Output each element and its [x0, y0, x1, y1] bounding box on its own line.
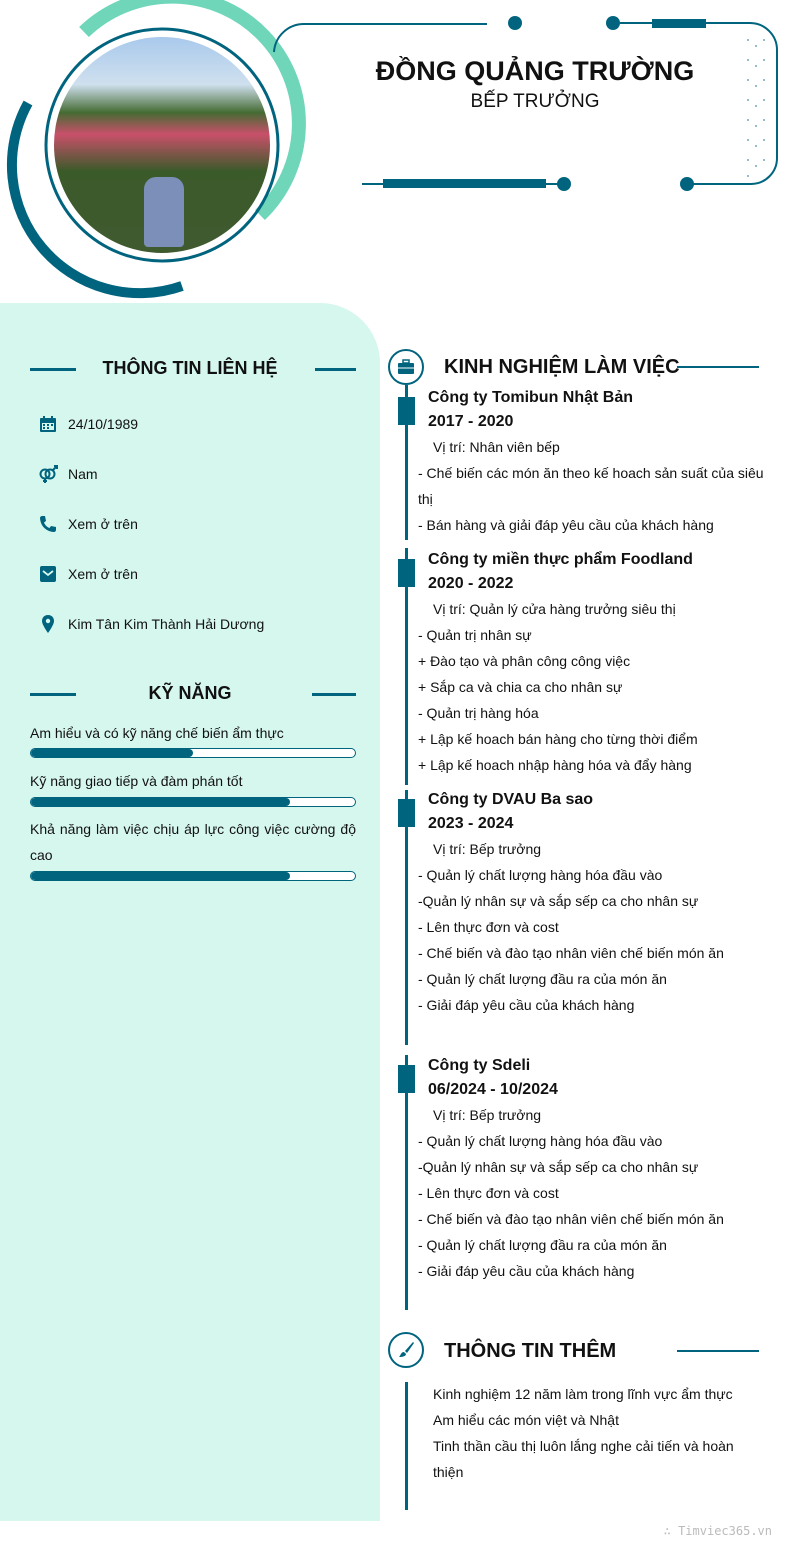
gender-icon: [39, 465, 58, 483]
phone-icon: [40, 516, 56, 532]
job-duty: - Lên thực đơn và cost: [418, 1185, 559, 1201]
job-duty: - Quản trị hàng hóa: [418, 705, 539, 721]
job-duty: -Quản lý nhân sự và sắp sếp ca cho nhân …: [418, 1159, 699, 1175]
experience-heading: KINH NGHIỆM LÀM VIỆC: [444, 356, 680, 378]
job-position: Vị trí: Quản lý cửa hàng trưởng siêu thị: [433, 601, 676, 617]
email-icon: [40, 566, 56, 582]
company-name: Công ty DVAU Ba sao: [428, 791, 594, 808]
job-period: 2017 - 2020: [428, 413, 514, 430]
job-duty: - Quản lý chất lượng hàng hóa đầu vào: [418, 1133, 663, 1149]
skills-heading: KỸ NĂNG: [148, 683, 232, 703]
company-name: Công ty Tomibun Nhật Bản: [428, 389, 634, 406]
company-name: Công ty Sdeli: [428, 1057, 531, 1074]
avatar: [54, 37, 270, 253]
brush-icon: [388, 1332, 424, 1368]
job-duty: - Giải đáp yêu cầu của khách hàng: [418, 1263, 635, 1279]
calendar-icon: [40, 416, 56, 432]
contact-birthday: 24/10/1989: [38, 414, 138, 434]
contact-phone: Xem ở trên: [38, 514, 138, 534]
job-duty: + Lập kế hoach nhập hàng hóa và đẩy hàng: [418, 757, 692, 773]
skill-bar: [30, 797, 356, 807]
extra-heading: THÔNG TIN THÊM: [444, 1340, 617, 1362]
header-decoration: [6, 0, 778, 299]
job-duty: - Quản lý chất lượng hàng hóa đầu vào: [418, 867, 663, 883]
briefcase-icon: [388, 349, 424, 385]
location-icon: [42, 615, 54, 633]
skill-label: Khả năng làm việc chịu áp lực công việc …: [30, 821, 356, 863]
job-title: BẾP TRƯỞNG: [470, 91, 600, 112]
job-duty: - Bán hàng và giải đáp yêu cầu của khách…: [418, 517, 714, 533]
job-period: 06/2024 - 10/2024: [428, 1081, 558, 1098]
job-duty: -Quản lý nhân sự và sắp sếp ca cho nhân …: [418, 893, 699, 909]
footer-brand: ∴ Timviec365.vn: [663, 1524, 772, 1538]
job-duty: - Giải đáp yêu cầu của khách hàng: [418, 997, 635, 1013]
job-duty: + Lập kế hoach bán hàng cho từng thời đi…: [418, 731, 698, 747]
job-entry: Công ty Sdeli 06/2024 - 10/2024 Vị trí: Bế…: [418, 1054, 768, 1284]
job-position: Vị trí: Nhân viên bếp: [433, 439, 560, 455]
job-duty: - Quản lý chất lượng đầu ra của món ăn: [418, 1237, 667, 1253]
company-name: Công ty miền thực phẩm Foodland: [428, 551, 693, 568]
job-duty: - Lên thực đơn và cost: [418, 919, 559, 935]
skill-bar: [30, 871, 356, 881]
extra-info: Kinh nghiệm 12 năm làm trong lĩnh vực ẩm…: [433, 1386, 734, 1480]
contact-gender: Nam: [38, 464, 98, 484]
job-position: Vị trí: Bếp trưởng: [433, 841, 542, 857]
job-entry: Công ty Tomibun Nhật Bản 2017 - 2020 Vị tr…: [418, 386, 768, 538]
job-entry: Công ty miền thực phẩm Foodland 2020 - 20…: [418, 548, 768, 778]
job-period: 2023 - 2024: [428, 815, 514, 832]
job-entry: Công ty DVAU Ba sao 2023 - 2024 Vị trí: Bế…: [418, 788, 768, 1018]
job-duty: - Quản trị nhân sự: [418, 627, 532, 643]
job-duty: + Sắp ca và chia ca cho nhân sự: [418, 679, 623, 695]
job-duty: + Đào tạo và phân công công việc: [418, 653, 631, 669]
contact-email: Xem ở trên: [38, 564, 138, 584]
candidate-name: ĐỒNG QUẢNG TRƯỜNG: [375, 56, 695, 86]
skill-bar: [30, 748, 356, 758]
contact-heading: THÔNG TIN LIÊN HỆ: [102, 358, 278, 378]
job-position: Vị trí: Bếp trưởng: [433, 1107, 542, 1123]
job-duty: - Chế biến và đào tạo nhân viên chế biến…: [418, 945, 724, 961]
skill-label: Kỹ năng giao tiếp và đàm phán tốt: [30, 773, 243, 789]
job-duty: - Quản lý chất lượng đầu ra của món ăn: [418, 971, 667, 987]
skill-label: Am hiểu và có kỹ năng chế biến ẩm thực: [30, 725, 284, 741]
left-panel: [0, 303, 380, 1521]
job-period: 2020 - 2022: [428, 575, 514, 592]
job-duty: - Chế biến và đào tạo nhân viên chế biến…: [418, 1211, 724, 1227]
contact-address: Kim Tân Kim Thành Hải Dương: [38, 614, 264, 634]
job-duty: - Chế biến các món ăn theo kế hoach sản …: [418, 465, 764, 507]
